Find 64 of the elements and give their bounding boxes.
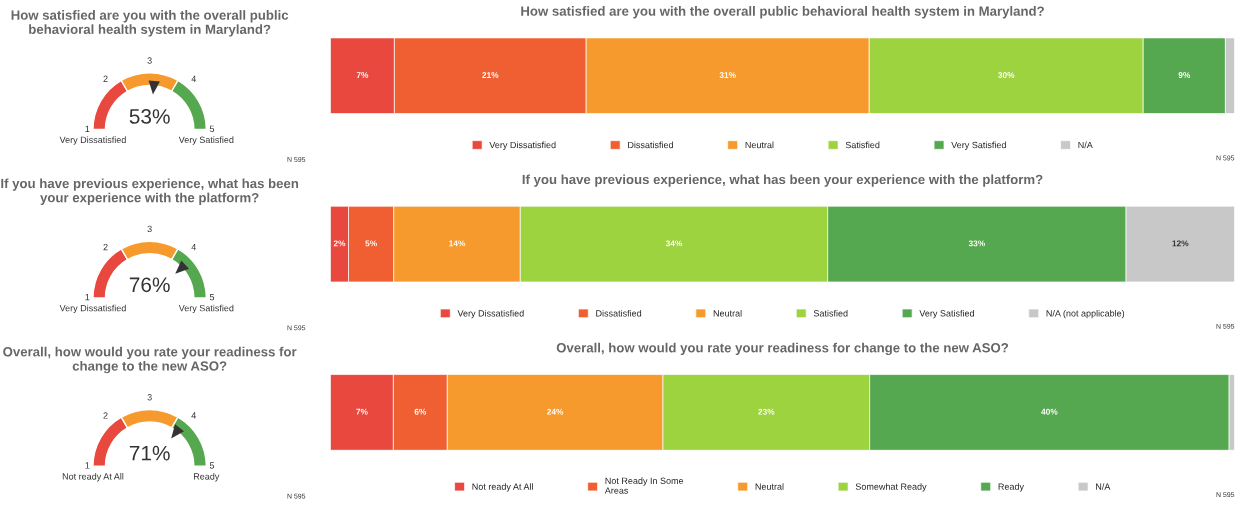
text: 3 (147, 57, 152, 64)
data-label: 7% (356, 408, 368, 415)
text: Ready (194, 473, 220, 482)
text: 1 (85, 294, 90, 301)
text: 5 (209, 462, 215, 469)
text: Very Dissatisfied (59, 136, 126, 145)
text: 3 (147, 394, 152, 401)
legend-label: Neutral (755, 483, 784, 490)
text: How satisfied are you with the overall public behavioral health system in Maryland? (11, 10, 289, 37)
legend-label: Neutral (745, 141, 774, 149)
data-label: 14% (449, 240, 466, 247)
data-label: 34% (665, 240, 683, 247)
legend-label: Very Satisfied (919, 309, 974, 319)
data-label: 5% (365, 240, 377, 247)
data-label: 12% (1172, 240, 1189, 247)
legend-label: Very Dissatisfied (457, 309, 524, 319)
legend-label: Not Ready In Some Areas (604, 477, 684, 494)
text: 3 (147, 225, 152, 233)
legend-label: Satisfied (813, 309, 848, 317)
text: 2 (103, 412, 108, 419)
text: If you have previous experience, what has been your experience with the platform? (1, 178, 299, 205)
text: Very Dissatisfied (59, 304, 126, 314)
text: 2 (103, 243, 108, 251)
data-label: 40% (1041, 408, 1058, 415)
text: 1 (85, 462, 90, 469)
data-label: 2% (333, 240, 346, 247)
data-label: 53% (129, 109, 170, 124)
text: 4 (191, 75, 196, 82)
text: 4 (191, 244, 196, 251)
legend-label: Dissatisfied (628, 141, 673, 149)
data-label: 76% (129, 277, 170, 293)
legend-label: Very Dissatisfied (489, 141, 556, 150)
text: 5 (209, 294, 215, 301)
text: 2 (103, 75, 108, 82)
text: 4 (191, 412, 196, 419)
data-label: 71% (129, 445, 170, 461)
chart-title: If you have previous experience, what has been your experience with the platform? (522, 174, 1043, 187)
data-label: 21% (482, 72, 499, 78)
data-label: 30% (998, 72, 1015, 78)
data-label: 33% (968, 240, 985, 247)
text: 1 (85, 125, 90, 132)
legend-label: Ready (998, 483, 1024, 492)
chart-title: Overall, how would you rate your readiness for change to the new ASO? (556, 342, 1009, 356)
legend-label: Somewhat Ready (855, 483, 927, 492)
data-label: 24% (547, 408, 564, 415)
text: Not ready At All (62, 473, 124, 482)
data-label: 7% (356, 72, 369, 78)
data-label: 23% (758, 408, 775, 415)
legend-label: Not ready At All (472, 483, 533, 492)
legend-label: Neutral (713, 309, 742, 317)
data-label: 6% (414, 408, 427, 415)
text: Very Satisfied (178, 304, 234, 314)
text: 5 (209, 125, 215, 132)
data-label: 31% (719, 72, 736, 78)
legend-label: Dissatisfied (596, 309, 642, 317)
chart-title: How satisfied are you with the overall public behavioral health system in Maryland? (521, 6, 1044, 19)
legend-label: N/A (not applicable) (1046, 309, 1125, 319)
legend-label: N/A (1078, 141, 1093, 149)
legend-label: N/A (1096, 483, 1111, 490)
text: Overall, how would you rate your readiness for change to the new ASO? (3, 346, 297, 374)
data-label: 9% (1178, 72, 1191, 78)
text: Very Satisfied (178, 136, 234, 145)
legend-label: Very Satisfied (951, 141, 1006, 150)
legend-label: Satisfied (845, 141, 880, 149)
